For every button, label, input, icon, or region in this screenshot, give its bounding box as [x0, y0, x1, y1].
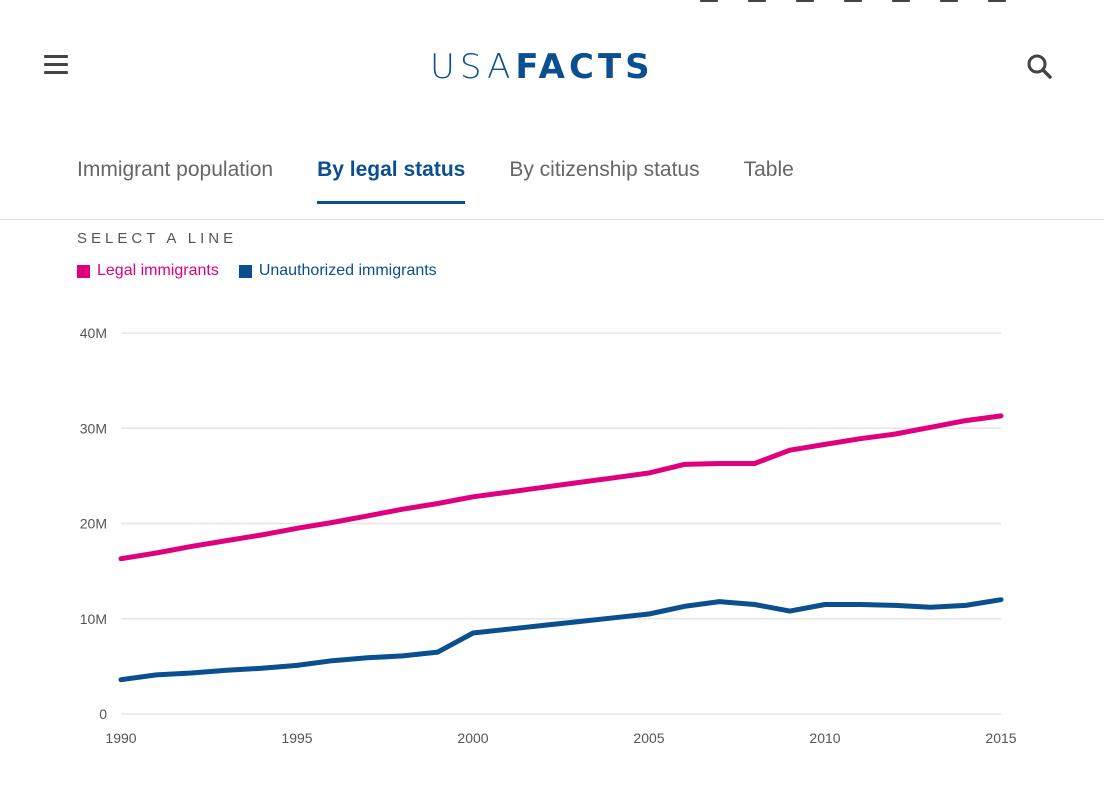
y-tick-label: 10M [80, 611, 107, 627]
tab-immigrant-population[interactable]: Immigrant population [77, 158, 274, 181]
x-tick-label: 1995 [281, 730, 312, 746]
logo-bold-text: FACTS [515, 47, 654, 87]
legend-item-legal[interactable]: Legal immigrants [77, 262, 219, 280]
legend-label-legal: Legal immigrants [97, 262, 219, 279]
legend-swatch-unauthorized [238, 264, 252, 278]
search-icon[interactable] [1025, 52, 1053, 80]
usafacts-logo[interactable]: USAFACTS [430, 44, 654, 89]
pinterest-icon[interactable] [940, 0, 958, 2]
y-tick-label: 20M [80, 516, 107, 532]
x-tick-label: 1990 [105, 730, 136, 746]
select-line-label: SELECT A LINE [77, 230, 238, 247]
legend-label-unauthorized: Unauthorized immigrants [258, 262, 437, 279]
twitter-icon[interactable] [748, 0, 766, 2]
x-tick-label: 2015 [985, 730, 1016, 746]
y-tick-label: 30M [80, 420, 107, 436]
logo-light-text: USA [430, 47, 516, 87]
legend-swatch-legal [77, 264, 90, 278]
x-tick-label: 2000 [457, 730, 488, 746]
series-line-unauthorized[interactable] [118, 597, 1004, 683]
hamburger-menu-icon[interactable] [44, 55, 68, 75]
email-icon[interactable] [844, 0, 862, 2]
facebook-icon[interactable] [700, 0, 718, 2]
tab-by-legal-status[interactable]: By legal status [317, 150, 466, 204]
social-share-bar [700, 0, 1006, 2]
series-line-legal[interactable] [118, 413, 1004, 562]
x-tick-label: 2005 [633, 730, 664, 746]
x-tick-label: 2010 [809, 730, 840, 746]
tabs-divider [0, 219, 1104, 220]
reddit-icon[interactable] [892, 0, 910, 2]
y-tick-label: 0 [99, 706, 107, 722]
linkedin-icon[interactable] [796, 0, 814, 2]
y-tick-label: 40M [80, 325, 107, 341]
share-icon[interactable] [988, 0, 1006, 2]
chart-tabs: Immigrant population By legal status By … [77, 150, 838, 204]
tab-by-citizenship-status[interactable]: By citizenship status [509, 158, 700, 181]
legend-item-unauthorized[interactable]: Unauthorized immigrants [238, 262, 437, 280]
tab-table[interactable]: Table [743, 158, 794, 181]
chart-legend: Legal immigrants Unauthorized immigrants [77, 262, 437, 280]
